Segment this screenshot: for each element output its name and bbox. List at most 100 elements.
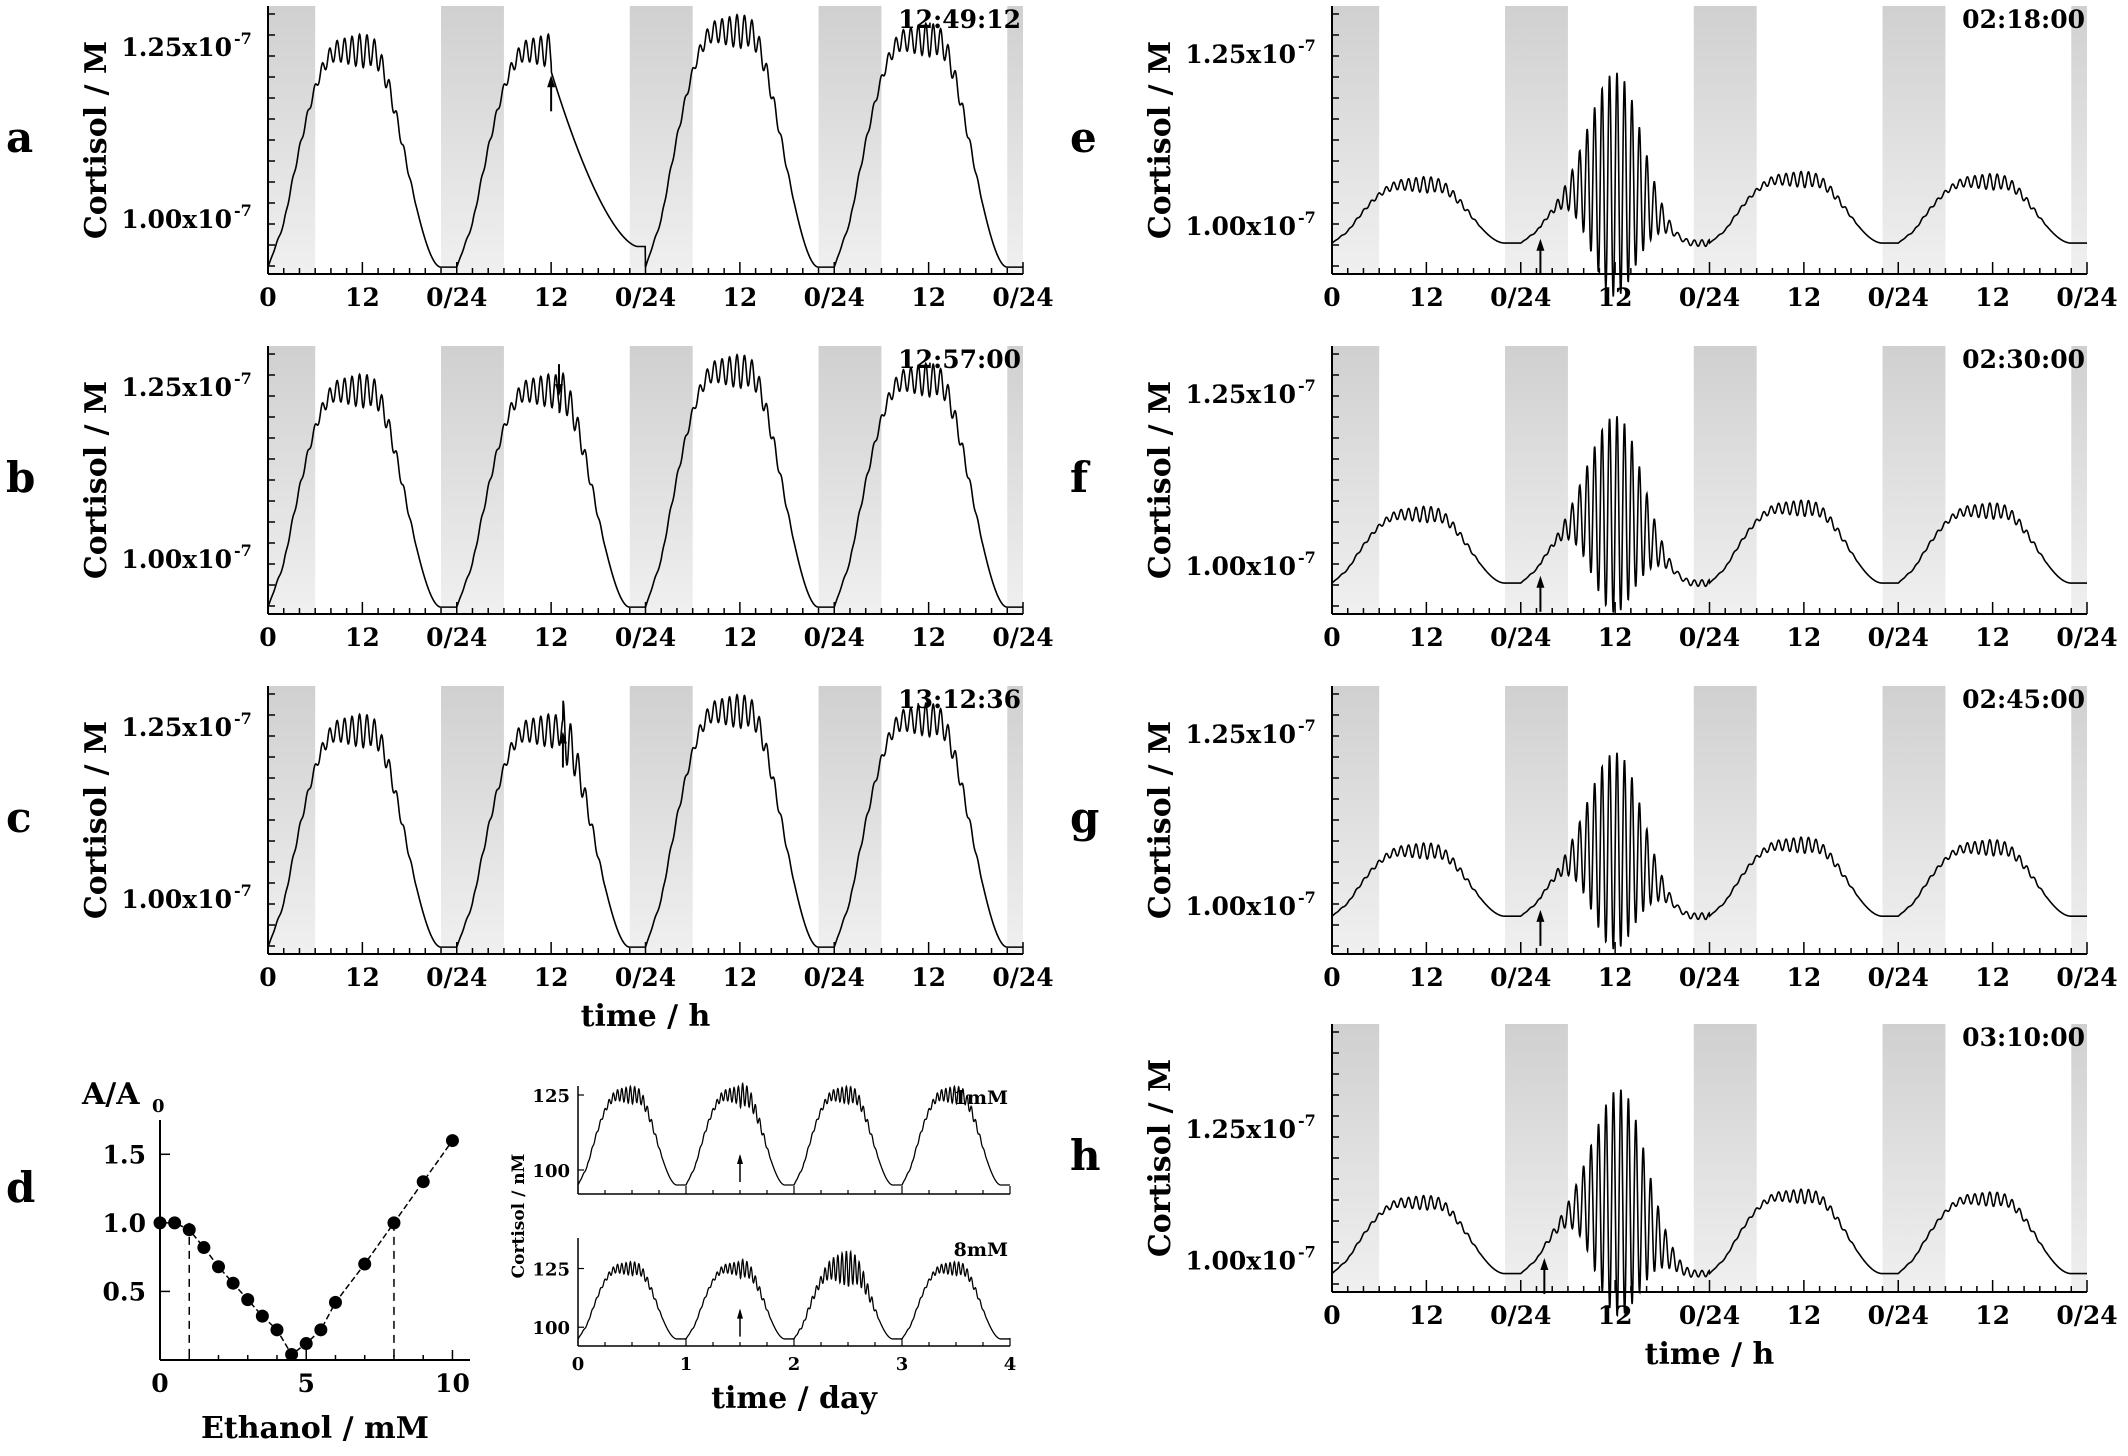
night-band [629,346,693,614]
cortisol-series-line [1331,72,2087,297]
x-tick-label: 0/24 [1679,623,1740,652]
y-tick-label: 125 [532,1086,570,1107]
y-tick-exponent: -7 [234,201,252,220]
y-tick-exponent: -7 [1298,1111,1316,1130]
data-point [387,1216,401,1230]
inset-label: 8mM [954,1239,1008,1261]
panel-b: 1.25x10 -71.00x10 -70 12 0/24 12 0/24 12 0/24 12 0… [6,345,1054,652]
night-band [1882,1024,1946,1292]
perturbation-arrow-head [737,1308,743,1319]
x-tick-label: 12 [722,963,757,992]
x-tick-label: 12 [1598,963,1633,992]
x-tick-label: 0/24 [1868,1301,1929,1330]
y-tick-exponent: -7 [1298,208,1316,227]
night-band [1505,6,1568,274]
y-tick-label: 100 [532,1318,570,1339]
y-tick-exponent: -7 [1298,1242,1316,1261]
x-tick-label: 0/24 [992,283,1053,312]
x-tick-label: 0/24 [1679,1301,1740,1330]
x-tick-label: 12 [911,283,946,312]
y-tick-label: 1.00x10 [1185,1246,1296,1275]
panel-letter: h [1070,1131,1101,1180]
y-tick-label: 1.00x10 [1185,212,1296,241]
x-tick-label: 12 [534,623,569,652]
y-tick-label: 1.25x10 [121,373,232,402]
y-tick-exponent: -7 [1298,888,1316,907]
night-band [1882,346,1946,614]
x-tick-label: 12 [1786,963,1821,992]
cortisol-series-line [267,13,1023,268]
panel-c: 1.25x10 -71.00x10 -70 12 0/24 12 0/24 12 0/24 12 0… [6,685,1054,1034]
night-band [818,686,882,954]
y-tick-label: 1.25x10 [121,713,232,742]
data-point [328,1295,342,1309]
x-axis-label: time / day [711,1381,878,1416]
y-tick-label: 100 [532,1161,570,1182]
x-tick-label: 0 [1323,1301,1340,1330]
y-tick-label: 1.5 [103,1140,147,1169]
x-tick-label: 0/24 [1490,623,1551,652]
panel-letter: f [1070,453,1091,502]
x-tick-label: 12 [1598,623,1633,652]
x-tick-label: 0/24 [615,623,676,652]
x-tick-label: 12 [1786,283,1821,312]
perturbation-arrow-head [1536,238,1545,251]
y-tick-exponent: -7 [234,369,252,388]
y-tick-label: 1.25x10 [1185,380,1296,409]
data-point [153,1216,167,1230]
x-tick-label: 0 [572,1354,585,1375]
y-axis-label: Cortisol / M [79,381,114,579]
x-tick-label: 12 [1598,1301,1633,1330]
x-tick-label: 0/24 [615,963,676,992]
y-axis-label: Cortisol / M [79,41,114,239]
night-band [1882,686,1946,954]
x-tick-label: 0 [151,1369,168,1398]
y-tick-exponent: -7 [1298,36,1316,55]
timestamp-label: 03:10:00 [1962,1023,2085,1052]
panel-letter: d [6,1163,35,1212]
x-tick-label: 12 [534,283,569,312]
x-tick-label: 0/24 [2056,283,2117,312]
y-tick-label: 125 [532,1260,570,1281]
perturbation-arrow-head [1536,575,1545,588]
perturbation-arrow-head [558,731,567,744]
x-tick-label: 0 [1323,963,1340,992]
night-band [1007,686,1023,954]
night-band [268,6,316,274]
data-point [358,1257,372,1271]
night-band [1505,1024,1568,1292]
y-tick-label: 1.25x10 [1185,40,1296,69]
x-tick-label: 12 [1975,963,2010,992]
x-tick-label: 0/24 [426,963,487,992]
x-tick-label: 0/24 [992,963,1053,992]
x-tick-label: 12 [534,963,569,992]
x-tick-label: 12 [1409,623,1444,652]
data-point [255,1309,269,1323]
night-band [818,6,882,274]
night-band [1882,6,1946,274]
x-tick-label: 12 [1975,283,2010,312]
x-tick-label: 0/24 [1490,1301,1551,1330]
x-tick-label: 12 [722,623,757,652]
night-band [1693,686,1757,954]
night-band [2071,346,2087,614]
x-tick-label: 0 [259,963,276,992]
night-band [268,346,316,614]
night-band [2071,686,2087,954]
data-point [241,1293,255,1307]
y-tick-exponent: -7 [1298,376,1316,395]
x-tick-label: 2 [788,1354,801,1375]
data-point [314,1323,328,1337]
cortisol-series-line [1331,752,2087,950]
night-band [1332,686,1380,954]
y-tick-label: 1.00x10 [121,545,232,574]
cortisol-series-line [1331,1089,2087,1317]
y-tick-label: 0.5 [103,1277,147,1306]
night-band [1693,6,1757,274]
night-band [1505,686,1568,954]
night-band [441,346,504,614]
x-tick-label: 0/24 [1490,963,1551,992]
panel-letter: a [6,113,33,162]
x-tick-label: 12 [911,963,946,992]
